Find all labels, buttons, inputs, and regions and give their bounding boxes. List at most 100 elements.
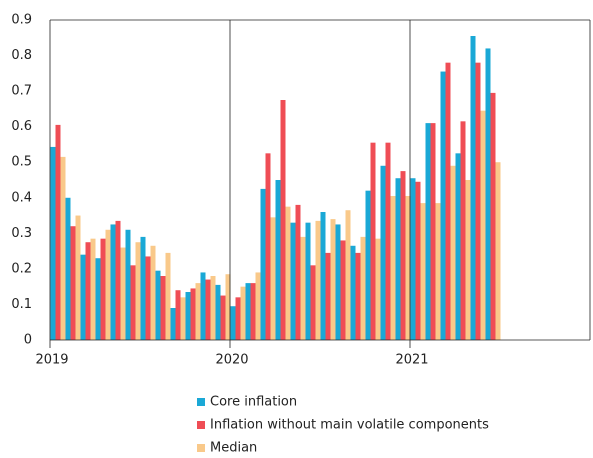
bar — [495, 162, 501, 340]
y-tick-label: 0.3 — [11, 226, 32, 241]
bar — [410, 178, 416, 340]
bar — [90, 238, 96, 340]
bar — [440, 71, 446, 341]
bar — [135, 242, 141, 340]
bar — [190, 288, 196, 340]
bar — [475, 62, 481, 341]
bar — [235, 297, 241, 340]
bar — [85, 242, 91, 340]
bar — [260, 188, 266, 340]
bar — [335, 224, 341, 340]
bar — [140, 236, 146, 340]
bar — [160, 276, 166, 340]
bar — [325, 252, 331, 340]
bar — [195, 283, 201, 340]
bar — [120, 247, 126, 340]
bar — [300, 236, 306, 340]
bar — [250, 283, 256, 340]
bar — [150, 245, 156, 340]
bar — [305, 222, 311, 340]
bar — [360, 236, 366, 340]
bar — [290, 222, 296, 340]
y-tick-label: 0.9 — [11, 13, 32, 28]
bar — [265, 153, 271, 340]
bar — [395, 178, 401, 340]
bar — [185, 292, 191, 340]
bar — [295, 204, 301, 340]
legend-label: Core inflation — [210, 395, 297, 410]
bar — [65, 197, 71, 340]
bar — [435, 203, 441, 340]
bar — [375, 238, 381, 340]
bar — [145, 256, 151, 340]
bar — [110, 224, 116, 340]
bar — [480, 110, 486, 341]
y-tick-label: 0.8 — [11, 48, 32, 63]
bar — [365, 190, 371, 340]
bar — [430, 123, 436, 340]
bar — [400, 171, 406, 340]
bar — [55, 124, 61, 340]
legend-swatch — [197, 421, 205, 429]
bar — [205, 279, 211, 340]
bar — [245, 283, 251, 340]
bar — [380, 165, 386, 340]
bar — [80, 254, 86, 340]
y-tick-label: 0.6 — [11, 119, 32, 134]
y-tick-label: 0.5 — [11, 155, 32, 170]
bar — [315, 220, 321, 340]
bar — [420, 203, 426, 340]
bar — [275, 180, 281, 340]
bar — [490, 92, 496, 340]
legend-swatch — [197, 444, 205, 452]
x-tick-label: 2021 — [395, 353, 428, 368]
x-tick-label: 2020 — [215, 353, 248, 368]
bar — [390, 196, 396, 340]
bar — [155, 270, 161, 340]
bar — [175, 290, 181, 340]
y-tick-label: 0.7 — [11, 84, 32, 99]
bar — [215, 284, 221, 340]
bar — [345, 210, 351, 340]
bar — [385, 142, 391, 340]
bar — [270, 217, 276, 340]
bar — [310, 265, 316, 340]
bar — [450, 165, 456, 340]
y-tick-label: 0.4 — [11, 190, 32, 205]
bar — [470, 36, 476, 340]
bar — [115, 220, 121, 340]
y-tick-label: 0.2 — [11, 261, 32, 276]
bar — [240, 286, 246, 340]
bar — [220, 295, 226, 340]
bar — [455, 153, 461, 340]
bar — [370, 142, 376, 340]
bar — [70, 226, 76, 340]
bar — [330, 219, 336, 340]
bar — [340, 240, 346, 340]
bar — [95, 258, 101, 340]
bar — [460, 121, 466, 340]
bar — [50, 146, 56, 340]
bar — [100, 238, 106, 340]
bar — [320, 212, 326, 340]
bar — [125, 229, 131, 340]
bar — [210, 276, 216, 340]
legend-label: Inflation without main volatile componen… — [210, 418, 489, 433]
bar — [445, 62, 451, 341]
x-tick-label: 2019 — [35, 353, 68, 368]
bar — [225, 274, 231, 340]
bar — [280, 100, 286, 340]
legend-label: Median — [210, 441, 257, 455]
bar — [105, 229, 111, 340]
bar — [285, 206, 291, 340]
bar — [485, 48, 491, 340]
bar — [170, 308, 176, 340]
bar — [405, 196, 411, 340]
bar — [75, 215, 81, 340]
bar — [180, 297, 186, 340]
bar — [130, 265, 136, 340]
bar — [415, 181, 421, 340]
y-tick-label: 0 — [24, 333, 32, 348]
bar — [425, 123, 431, 340]
